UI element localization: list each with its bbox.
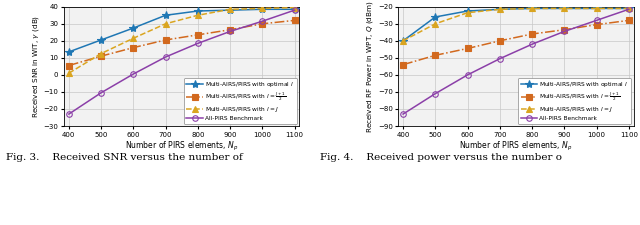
- Multi-AIRS/PIRS with $l = \frac{J+1}{2}$: [162, 39, 170, 41]
- Multi-AIRS/PIRS with $l = \frac{J+1}{2}$: [259, 22, 266, 25]
- Multi-AIRS/PIRS with $l = J$: [464, 11, 472, 14]
- Text: Fig. 4.    Received power versus the number o: Fig. 4. Received power versus the number…: [320, 153, 562, 162]
- Multi-AIRS/PIRS with $l = \frac{J+1}{2}$: [625, 19, 632, 22]
- Multi-AIRS/PIRS with $l = \frac{J+1}{2}$: [194, 34, 202, 36]
- All-PIRS Benchmark: [561, 30, 568, 33]
- All-PIRS Benchmark: [129, 73, 137, 75]
- Multi-AIRS/PIRS with optimal $l$: [496, 8, 504, 11]
- Line: All-PIRS Benchmark: All-PIRS Benchmark: [66, 7, 298, 117]
- Multi-AIRS/PIRS with $l = \frac{J+1}{2}$: [528, 33, 536, 35]
- Multi-AIRS/PIRS with $l = J$: [259, 7, 266, 10]
- Multi-AIRS/PIRS with optimal $l$: [291, 8, 298, 11]
- Multi-AIRS/PIRS with $l = J$: [399, 39, 407, 42]
- Multi-AIRS/PIRS with $l = \frac{J+1}{2}$: [97, 55, 105, 58]
- Multi-AIRS/PIRS with $l = \frac{J+1}{2}$: [399, 63, 407, 66]
- All-PIRS Benchmark: [259, 20, 266, 22]
- Multi-AIRS/PIRS with $l = J$: [291, 6, 298, 9]
- Line: Multi-AIRS/PIRS with $l = J$: Multi-AIRS/PIRS with $l = J$: [399, 5, 632, 44]
- Line: Multi-AIRS/PIRS with $l = \frac{J+1}{2}$: Multi-AIRS/PIRS with $l = \frac{J+1}{2}$: [400, 18, 632, 68]
- Multi-AIRS/PIRS with $l = J$: [97, 52, 105, 55]
- Multi-AIRS/PIRS with optimal $l$: [162, 14, 170, 17]
- Y-axis label: Received SNR in WIT, $\gamma$ (dB): Received SNR in WIT, $\gamma$ (dB): [31, 15, 41, 118]
- Line: Multi-AIRS/PIRS with $l = \frac{J+1}{2}$: Multi-AIRS/PIRS with $l = \frac{J+1}{2}$: [66, 18, 298, 68]
- Multi-AIRS/PIRS with optimal $l$: [97, 39, 105, 41]
- Multi-AIRS/PIRS with $l = \frac{J+1}{2}$: [65, 64, 73, 67]
- Multi-AIRS/PIRS with optimal $l$: [625, 7, 632, 10]
- Line: Multi-AIRS/PIRS with optimal $l$: Multi-AIRS/PIRS with optimal $l$: [399, 4, 633, 45]
- Multi-AIRS/PIRS with $l = J$: [496, 8, 504, 11]
- All-PIRS Benchmark: [194, 42, 202, 45]
- Multi-AIRS/PIRS with $l = \frac{J+1}{2}$: [431, 54, 439, 57]
- Legend: Multi-AIRS/PIRS with optimal $l$, Multi-AIRS/PIRS with $l = \frac{J+1}{2}$, Mult: Multi-AIRS/PIRS with optimal $l$, Multi-…: [184, 77, 297, 124]
- Multi-AIRS/PIRS with $l = \frac{J+1}{2}$: [226, 28, 234, 31]
- Multi-AIRS/PIRS with $l = \frac{J+1}{2}$: [291, 19, 298, 22]
- Multi-AIRS/PIRS with $l = J$: [625, 7, 632, 10]
- All-PIRS Benchmark: [97, 91, 105, 94]
- Multi-AIRS/PIRS with $l = \frac{J+1}{2}$: [129, 46, 137, 49]
- All-PIRS Benchmark: [593, 19, 600, 22]
- Multi-AIRS/PIRS with $l = \frac{J+1}{2}$: [464, 47, 472, 50]
- Multi-AIRS/PIRS with optimal $l$: [431, 16, 439, 18]
- Multi-AIRS/PIRS with optimal $l$: [129, 27, 137, 29]
- Line: All-PIRS Benchmark: All-PIRS Benchmark: [400, 7, 632, 117]
- All-PIRS Benchmark: [625, 8, 632, 11]
- All-PIRS Benchmark: [464, 74, 472, 76]
- Multi-AIRS/PIRS with $l = J$: [194, 14, 202, 17]
- All-PIRS Benchmark: [226, 30, 234, 33]
- Multi-AIRS/PIRS with $l = J$: [561, 7, 568, 10]
- Multi-AIRS/PIRS with optimal $l$: [226, 9, 234, 11]
- Multi-AIRS/PIRS with $l = \frac{J+1}{2}$: [496, 39, 504, 42]
- Multi-AIRS/PIRS with optimal $l$: [65, 51, 73, 53]
- All-PIRS Benchmark: [496, 57, 504, 60]
- Multi-AIRS/PIRS with optimal $l$: [259, 8, 266, 11]
- All-PIRS Benchmark: [162, 56, 170, 58]
- X-axis label: Number of PIRS elements, $N_p$: Number of PIRS elements, $N_p$: [125, 140, 238, 153]
- Multi-AIRS/PIRS with optimal $l$: [464, 10, 472, 12]
- Multi-AIRS/PIRS with $l = J$: [162, 22, 170, 25]
- Line: Multi-AIRS/PIRS with $l = J$: Multi-AIRS/PIRS with $l = J$: [65, 4, 298, 77]
- All-PIRS Benchmark: [528, 43, 536, 46]
- Multi-AIRS/PIRS with $l = \frac{J+1}{2}$: [593, 23, 600, 26]
- Y-axis label: Received RF Power in WPT, $Q$ (dBm): Received RF Power in WPT, $Q$ (dBm): [365, 0, 375, 133]
- Multi-AIRS/PIRS with $l = J$: [593, 7, 600, 10]
- Multi-AIRS/PIRS with optimal $l$: [194, 10, 202, 12]
- Line: Multi-AIRS/PIRS with optimal $l$: Multi-AIRS/PIRS with optimal $l$: [65, 5, 299, 56]
- Multi-AIRS/PIRS with $l = \frac{J+1}{2}$: [561, 28, 568, 31]
- Text: Fig. 3.    Received SNR versus the number of: Fig. 3. Received SNR versus the number o…: [6, 153, 243, 162]
- Multi-AIRS/PIRS with optimal $l$: [399, 39, 407, 42]
- Multi-AIRS/PIRS with $l = J$: [129, 37, 137, 40]
- Multi-AIRS/PIRS with $l = J$: [528, 7, 536, 10]
- Legend: Multi-AIRS/PIRS with optimal $l$, Multi-AIRS/PIRS with $l = \frac{J+1}{2}$, Mult: Multi-AIRS/PIRS with optimal $l$, Multi-…: [518, 77, 631, 124]
- Multi-AIRS/PIRS with $l = J$: [431, 22, 439, 25]
- All-PIRS Benchmark: [431, 92, 439, 95]
- Multi-AIRS/PIRS with optimal $l$: [561, 7, 568, 10]
- All-PIRS Benchmark: [291, 9, 298, 11]
- Multi-AIRS/PIRS with $l = J$: [226, 8, 234, 11]
- Multi-AIRS/PIRS with $l = J$: [65, 72, 73, 74]
- All-PIRS Benchmark: [399, 113, 407, 115]
- Multi-AIRS/PIRS with optimal $l$: [528, 7, 536, 10]
- All-PIRS Benchmark: [65, 113, 73, 115]
- X-axis label: Number of PIRS elements, $N_p$: Number of PIRS elements, $N_p$: [460, 140, 573, 153]
- Multi-AIRS/PIRS with optimal $l$: [593, 7, 600, 10]
